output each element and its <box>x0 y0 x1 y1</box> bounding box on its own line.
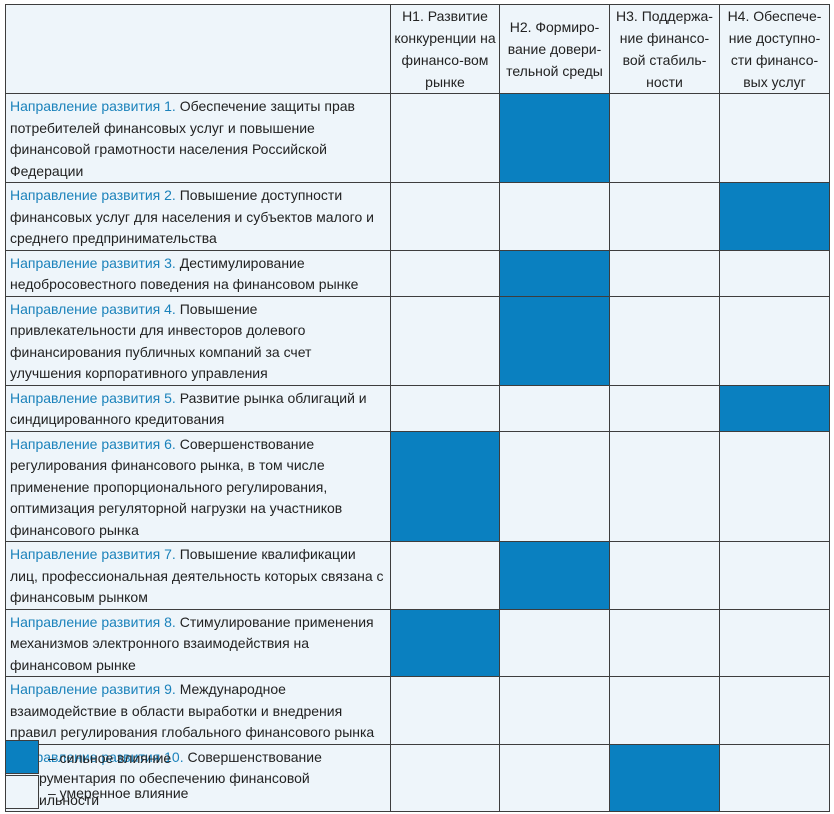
moderate-impact-cell <box>390 249 500 297</box>
direction-cell: Направление развития 3. Дестимулирование… <box>5 249 391 297</box>
direction-number: Направление развития 6. <box>10 435 176 452</box>
moderate-impact-cell <box>390 384 500 432</box>
matrix-row: Направление развития 9. Международное вз… <box>5 676 830 745</box>
direction-cell: Направление развития 10. Совершенствован… <box>5 743 391 812</box>
direction-number: Направление развития 4. <box>10 300 176 317</box>
strong-impact-cell <box>719 384 830 432</box>
direction-number: Направление развития 8. <box>10 613 176 630</box>
moderate-impact-cell <box>390 676 500 745</box>
header-corner-cell <box>5 4 391 94</box>
moderate-impact-cell <box>609 541 720 610</box>
moderate-impact-cell <box>719 743 830 812</box>
strong-impact-cell <box>499 249 610 297</box>
strong-impact-cell <box>499 541 610 610</box>
direction-cell: Направление развития 1. Обеспечение защи… <box>5 93 391 183</box>
matrix-row: Направление развития 8. Стимулирование п… <box>5 608 830 677</box>
direction-text: Повышение привлекательности для инвестор… <box>10 300 312 382</box>
column-header-h2: Н2. Формиро-вание довери-тельной среды <box>499 4 610 94</box>
direction-cell: Направление развития 5. Развитие рынка о… <box>5 384 391 432</box>
moderate-impact-cell <box>719 676 830 745</box>
matrix-row: Направление развития 4. Повышение привле… <box>5 295 830 386</box>
moderate-impact-cell <box>609 608 720 677</box>
moderate-impact-cell <box>499 676 610 745</box>
column-header-h1: Н1. Развитие конкуренции на финансо-вом … <box>390 4 500 94</box>
moderate-impact-cell <box>499 182 610 251</box>
moderate-impact-cell <box>609 93 720 183</box>
moderate-impact-cell <box>499 743 610 812</box>
moderate-impact-cell <box>719 93 830 183</box>
moderate-impact-cell <box>609 295 720 386</box>
direction-number: Направление развития 5. <box>10 389 176 406</box>
moderate-impact-cell <box>390 182 500 251</box>
matrix-row: Направление развития 10. Совершенствован… <box>5 743 830 812</box>
legend-strong-label: – сильное влияние <box>48 750 172 766</box>
strong-impact-cell <box>390 608 500 677</box>
matrix-body: Направление развития 1. Обеспечение защи… <box>5 93 830 812</box>
direction-text: Развитие рынка облигаций и синдицированн… <box>10 389 367 428</box>
moderate-impact-cell <box>390 541 500 610</box>
moderate-impact-cell <box>390 295 500 386</box>
direction-number: Направление развития 1. <box>10 98 176 114</box>
legend-moderate-label: – умеренное влияние <box>48 785 189 801</box>
direction-cell: Направление развития 4. Повышение привле… <box>5 295 391 386</box>
direction-number: Направление развития 7. <box>10 546 176 562</box>
direction-cell: Направление развития 7. Повышение квалиф… <box>5 541 391 610</box>
strong-impact-cell <box>719 182 830 251</box>
direction-text: Дестимулирование недобросовестного повед… <box>10 254 359 293</box>
direction-text: Совершенствование регулирования финансов… <box>10 435 343 538</box>
matrix-row: Направление развития 2. Повышение доступ… <box>5 182 830 251</box>
moderate-impact-cell <box>499 384 610 432</box>
direction-cell: Направление развития 6. Совершенствовани… <box>5 430 391 542</box>
moderate-impact-cell <box>719 295 830 386</box>
header-row: Н1. Развитие конкуренции на финансо-вом … <box>5 4 830 94</box>
direction-text: Обеспечение защиты прав потребителей фин… <box>10 98 355 179</box>
direction-cell: Направление развития 8. Стимулирование п… <box>5 608 391 677</box>
moderate-impact-cell <box>499 608 610 677</box>
moderate-impact-cell <box>609 384 720 432</box>
column-header-h3: Н3. Поддержа-ние финансо-вой стабиль-нос… <box>609 4 720 94</box>
moderate-impact-cell <box>719 249 830 297</box>
matrix-row: Направление развития 3. Дестимулирование… <box>5 249 830 297</box>
direction-text: Повышение квалификации лиц, профессионал… <box>10 546 384 605</box>
direction-cell: Направление развития 9. Международное вз… <box>5 676 391 745</box>
direction-number: Направление развития 9. <box>10 681 176 697</box>
direction-number: Направление развития 2. <box>10 187 176 203</box>
impact-matrix-table: Н1. Развитие конкуренции на финансо-вом … <box>5 4 830 812</box>
matrix-row: Направление развития 5. Развитие рынка о… <box>5 384 830 432</box>
strong-impact-cell <box>609 743 720 812</box>
direction-text: Повышение доступности финансовых услуг д… <box>10 187 374 246</box>
direction-cell: Направление развития 2. Повышение доступ… <box>5 182 391 251</box>
moderate-impact-cell <box>609 676 720 745</box>
legend-strong-swatch <box>5 740 39 774</box>
strong-impact-cell <box>390 430 500 542</box>
matrix-row: Направление развития 7. Повышение квалиф… <box>5 541 830 610</box>
moderate-impact-cell <box>719 541 830 610</box>
moderate-impact-cell <box>609 430 720 542</box>
matrix-row: Направление развития 6. Совершенствовани… <box>5 430 830 542</box>
moderate-impact-cell <box>390 743 500 812</box>
moderate-impact-cell <box>609 249 720 297</box>
moderate-impact-cell <box>719 430 830 542</box>
moderate-impact-cell <box>499 430 610 542</box>
strong-impact-cell <box>499 295 610 386</box>
direction-number: Направление развития 3. <box>10 254 176 271</box>
moderate-impact-cell <box>390 93 500 183</box>
direction-number: Направление развития 10. <box>10 748 184 765</box>
moderate-impact-cell <box>719 608 830 677</box>
moderate-impact-cell <box>609 182 720 251</box>
direction-text: Международное взаимодействие в области в… <box>10 681 375 740</box>
strong-impact-cell <box>499 93 610 183</box>
column-header-h4: Н4. Обеспече-ние доступно-сти финансо-вы… <box>719 4 830 94</box>
direction-text: Стимулирование применения механизмов эле… <box>10 613 374 673</box>
matrix-row: Направление развития 1. Обеспечение защи… <box>5 93 830 183</box>
legend-moderate-swatch <box>5 775 39 809</box>
